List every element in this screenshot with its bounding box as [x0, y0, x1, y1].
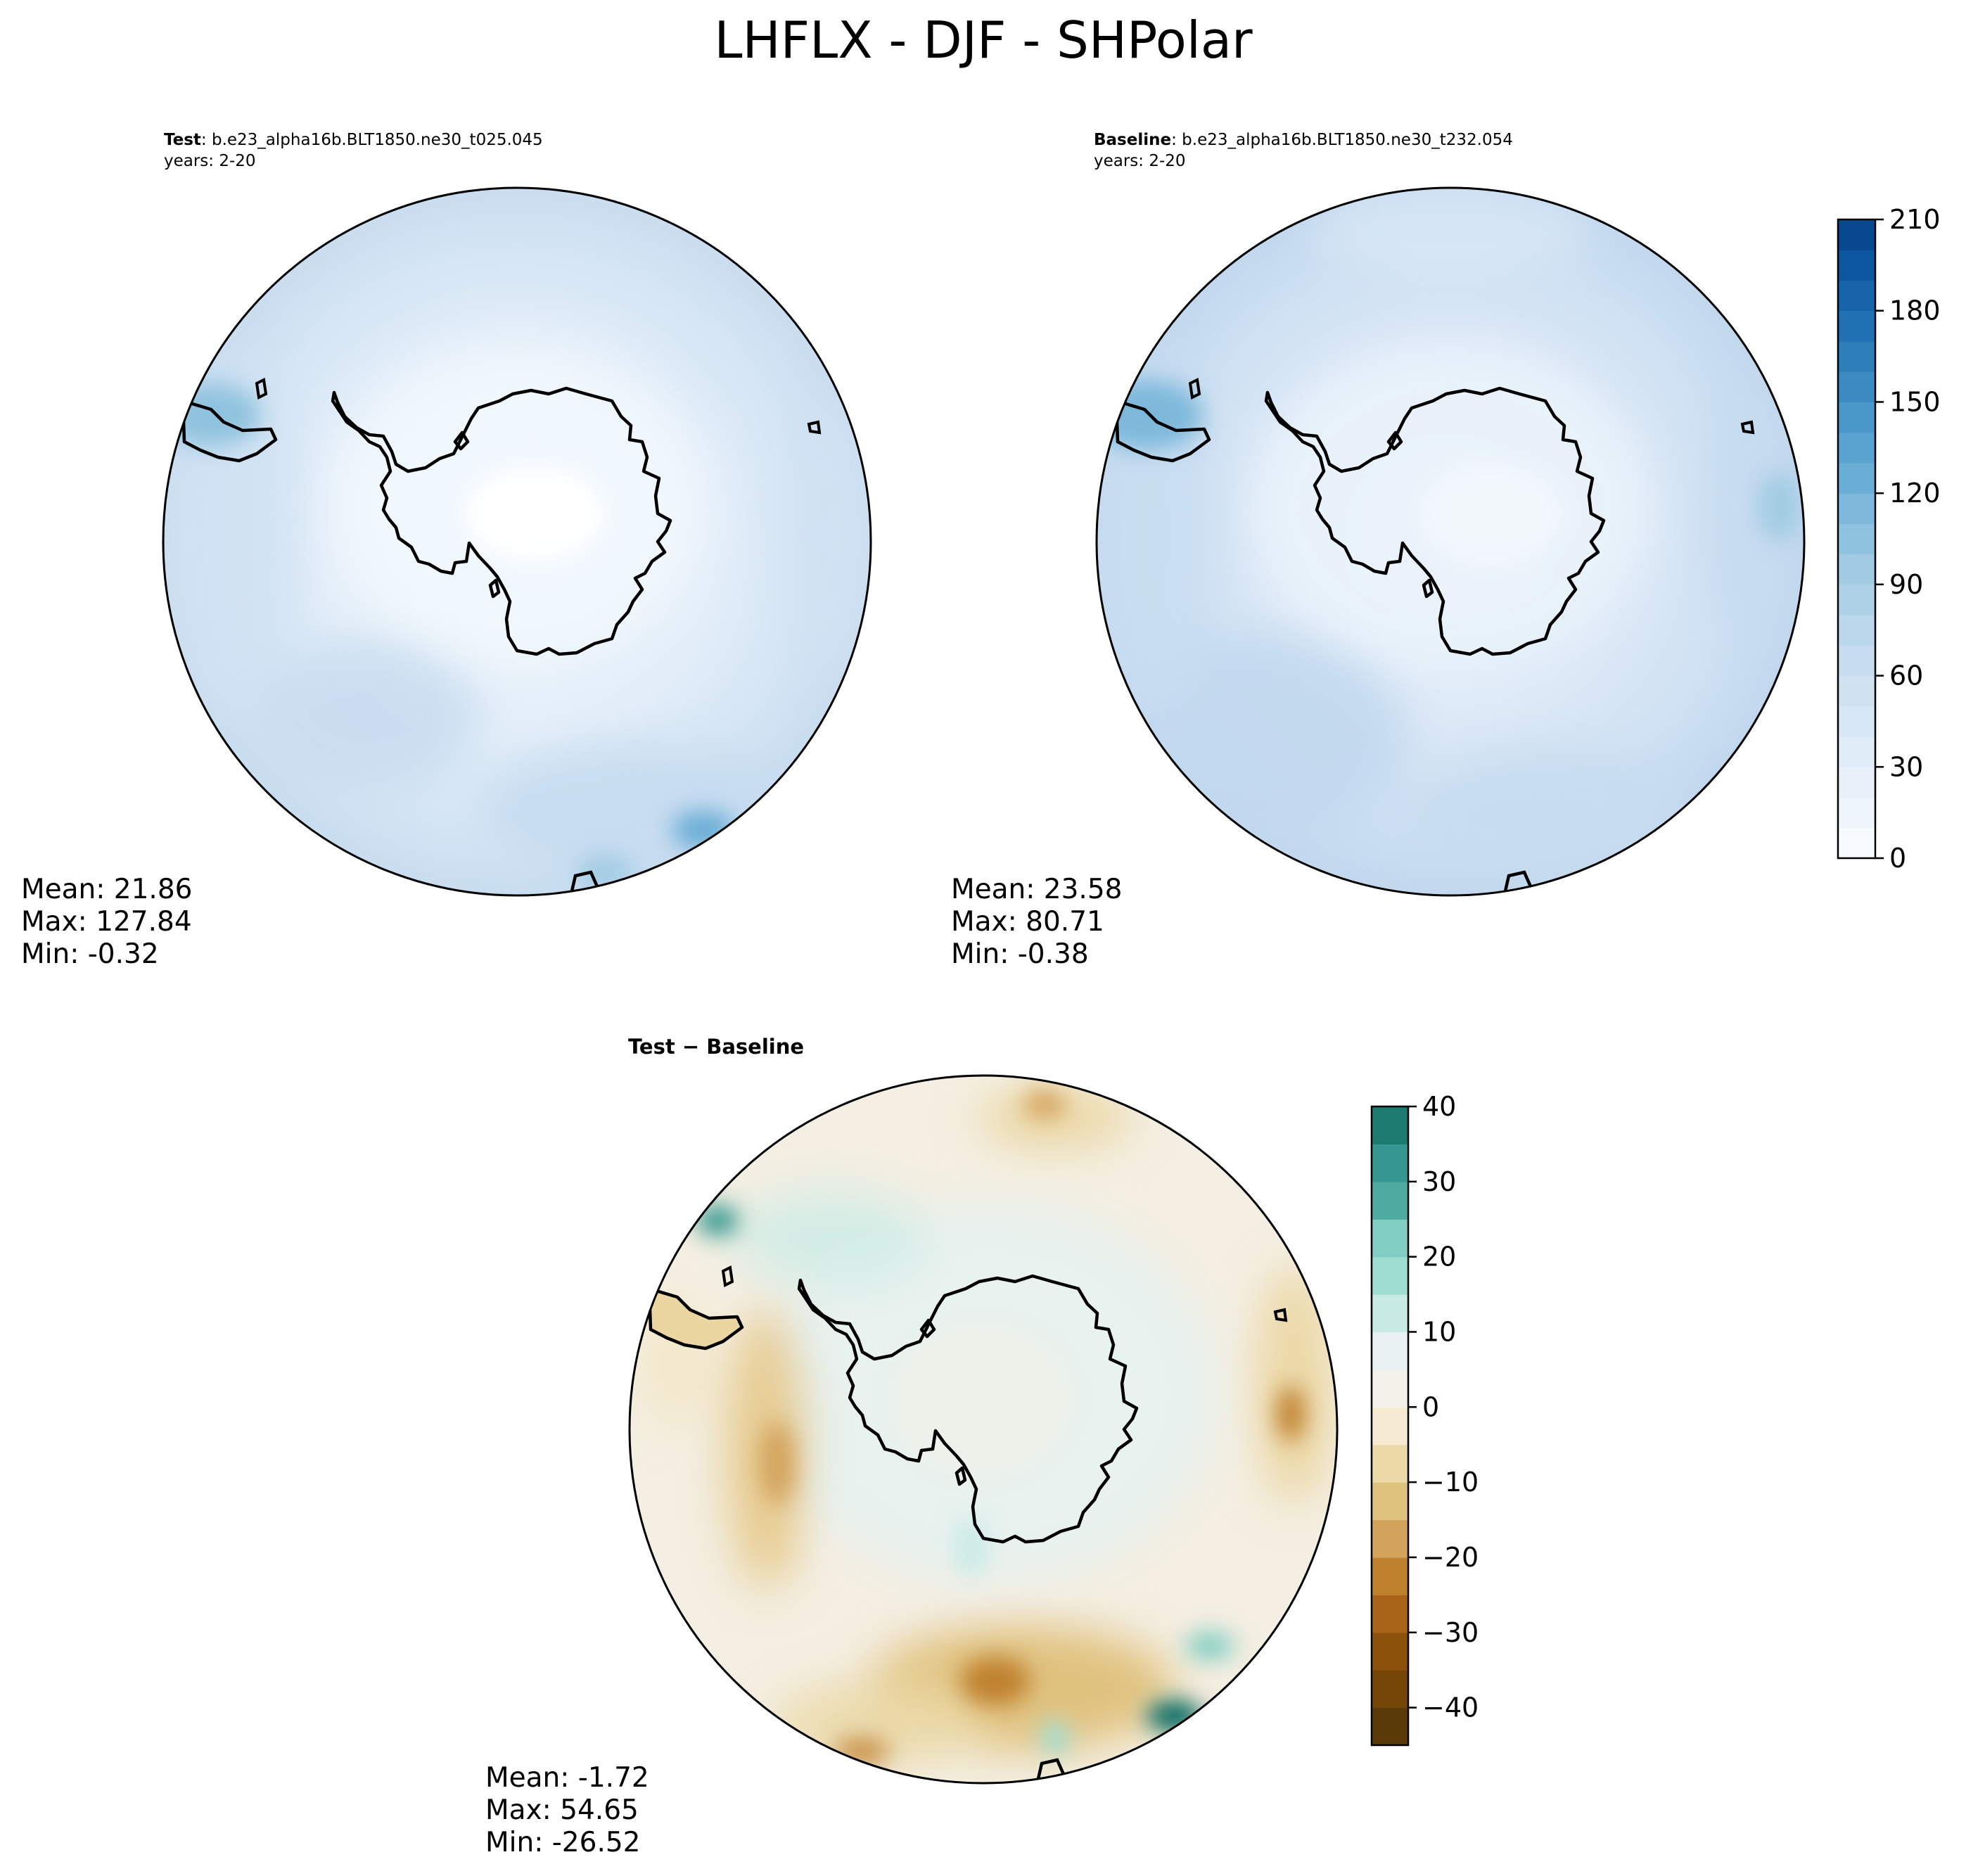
baseline-panel: Baseline: b.e23_alpha16b.BLT1850.ne30_t2…: [951, 131, 1806, 970]
blues-colorbar-tick-label: 180: [1889, 295, 1941, 326]
brbg-colorbar-band: [1372, 1670, 1408, 1709]
blues-colorbar-tick-label: 30: [1889, 751, 1923, 782]
brbg-colorbar-band: [1372, 1444, 1408, 1483]
test-map: [163, 188, 871, 895]
brbg-colorbar-band: [1372, 1407, 1408, 1446]
brbg-colorbar-band: [1372, 1707, 1408, 1746]
baseline-map: [1097, 188, 1804, 895]
brbg-colorbar-band: [1372, 1519, 1408, 1558]
brbg-colorbar-tick-label: −20: [1422, 1542, 1479, 1573]
brbg-colorbar-tick-label: −10: [1422, 1467, 1479, 1498]
blues-colorbar-band: [1838, 340, 1875, 372]
brbg-colorbar-band: [1372, 1144, 1408, 1182]
brbg-colorbar-band: [1372, 1294, 1408, 1333]
test-panel: Test: b.e23_alpha16b.BLT1850.ne30_t025.0…: [21, 131, 872, 970]
brbg-colorbar-band: [1372, 1632, 1408, 1671]
brbg-colorbar-frame: [1370, 1105, 1410, 1747]
blues-colorbar-band: [1838, 706, 1875, 737]
baseline-max: Max: 80.71: [951, 906, 1104, 938]
baseline-map-boundary: [1095, 186, 1806, 897]
baseline-panel-label: Baseline: b.e23_alpha16b.BLT1850.ne30_t2…: [1094, 131, 1513, 149]
blues-colorbar-band: [1838, 827, 1875, 859]
diff-panel: Test − Baseline: [485, 1035, 1339, 1858]
blues-colorbar-band: [1838, 402, 1875, 433]
blues-colorbar-tick-label: 120: [1889, 478, 1941, 509]
blues-colorbar-band: [1838, 462, 1875, 494]
test-label-case: : b.e23_alpha16b.BLT1850.ne30_t025.045: [201, 131, 543, 149]
test-panel-label: Test: b.e23_alpha16b.BLT1850.ne30_t025.0…: [164, 131, 543, 149]
blues-colorbar-tick-label: 90: [1889, 569, 1923, 600]
test-max: Max: 127.84: [21, 906, 192, 938]
blues-colorbar-tick-label: 210: [1889, 204, 1941, 235]
blues-colorbar-band: [1838, 645, 1875, 677]
brbg-colorbar-band: [1372, 1219, 1408, 1258]
baseline-mean: Mean: 23.58: [951, 874, 1122, 905]
test-mean: Mean: 21.86: [21, 874, 192, 905]
blues-colorbar-band: [1838, 523, 1875, 555]
brbg-colorbar-band: [1372, 1181, 1408, 1220]
blues-colorbar-tick-label: 150: [1889, 386, 1941, 417]
blues-colorbar-tick-label: 60: [1889, 661, 1923, 691]
brbg-colorbar-band: [1372, 1482, 1408, 1521]
blues-colorbar-band: [1838, 736, 1875, 767]
diff-max: Max: 54.65: [485, 1794, 639, 1826]
baseline-label-case: : b.e23_alpha16b.BLT1850.ne30_t232.054: [1171, 131, 1513, 149]
brbg-colorbar-band: [1372, 1256, 1408, 1295]
brbg-colorbar-tick-label: 10: [1422, 1316, 1456, 1347]
brbg-colorbar-band: [1372, 1106, 1408, 1145]
blues-colorbar-band: [1838, 432, 1875, 464]
diff-colorbar: 40 30 20 10 0 −10 −20 −30 −40: [1370, 1091, 1479, 1747]
baseline-years: years: 2-20: [1094, 152, 1186, 170]
blues-colorbar-band: [1838, 797, 1875, 829]
brbg-colorbar-tick-label: 40: [1422, 1091, 1456, 1122]
diff-map-boundary: [628, 1074, 1339, 1785]
blues-colorbar-band: [1838, 219, 1875, 250]
brbg-colorbar-tick-label: −40: [1422, 1692, 1479, 1723]
blues-colorbar-band: [1838, 615, 1875, 646]
blues-colorbar-tick-label: 0: [1889, 843, 1906, 874]
test-years: years: 2-20: [164, 152, 256, 170]
test-map-boundary: [162, 186, 872, 897]
brbg-colorbar-band: [1372, 1595, 1408, 1633]
blues-colorbar-band: [1838, 675, 1875, 707]
brbg-colorbar-tick-label: 0: [1422, 1391, 1439, 1422]
blues-colorbar-frame: [1837, 218, 1877, 860]
brbg-colorbar-tick-label: 30: [1422, 1166, 1456, 1197]
brbg-colorbar-band: [1372, 1369, 1408, 1408]
blues-colorbar-band: [1838, 767, 1875, 798]
baseline-label-bold: Baseline: [1094, 131, 1171, 149]
brbg-colorbar-band: [1372, 1557, 1408, 1595]
test-baseline-colorbar: 0 30 60 90 120 150 180 210: [1837, 204, 1941, 874]
blues-colorbar-band: [1838, 250, 1875, 281]
brbg-colorbar-band: [1372, 1332, 1408, 1370]
brbg-colorbar-tick-label: 20: [1422, 1242, 1456, 1272]
baseline-min: Min: -0.38: [951, 938, 1089, 970]
test-min: Min: -0.32: [21, 938, 159, 970]
brbg-colorbar-tick-label: −30: [1422, 1617, 1479, 1648]
blues-colorbar-band: [1838, 310, 1875, 342]
blues-colorbar-band: [1838, 371, 1875, 403]
blues-colorbar-band: [1838, 280, 1875, 312]
figure-title: LHFLX - DJF - SHPolar: [714, 11, 1253, 70]
blues-colorbar-band: [1838, 584, 1875, 615]
diff-mean: Mean: -1.72: [485, 1762, 649, 1794]
blues-colorbar-band: [1838, 493, 1875, 524]
test-label-bold: Test: [164, 131, 201, 149]
diff-map: [630, 1076, 1337, 1783]
diff-min: Min: -26.52: [485, 1827, 640, 1858]
blues-colorbar-band: [1838, 554, 1875, 585]
diff-panel-title: Test − Baseline: [628, 1035, 804, 1059]
